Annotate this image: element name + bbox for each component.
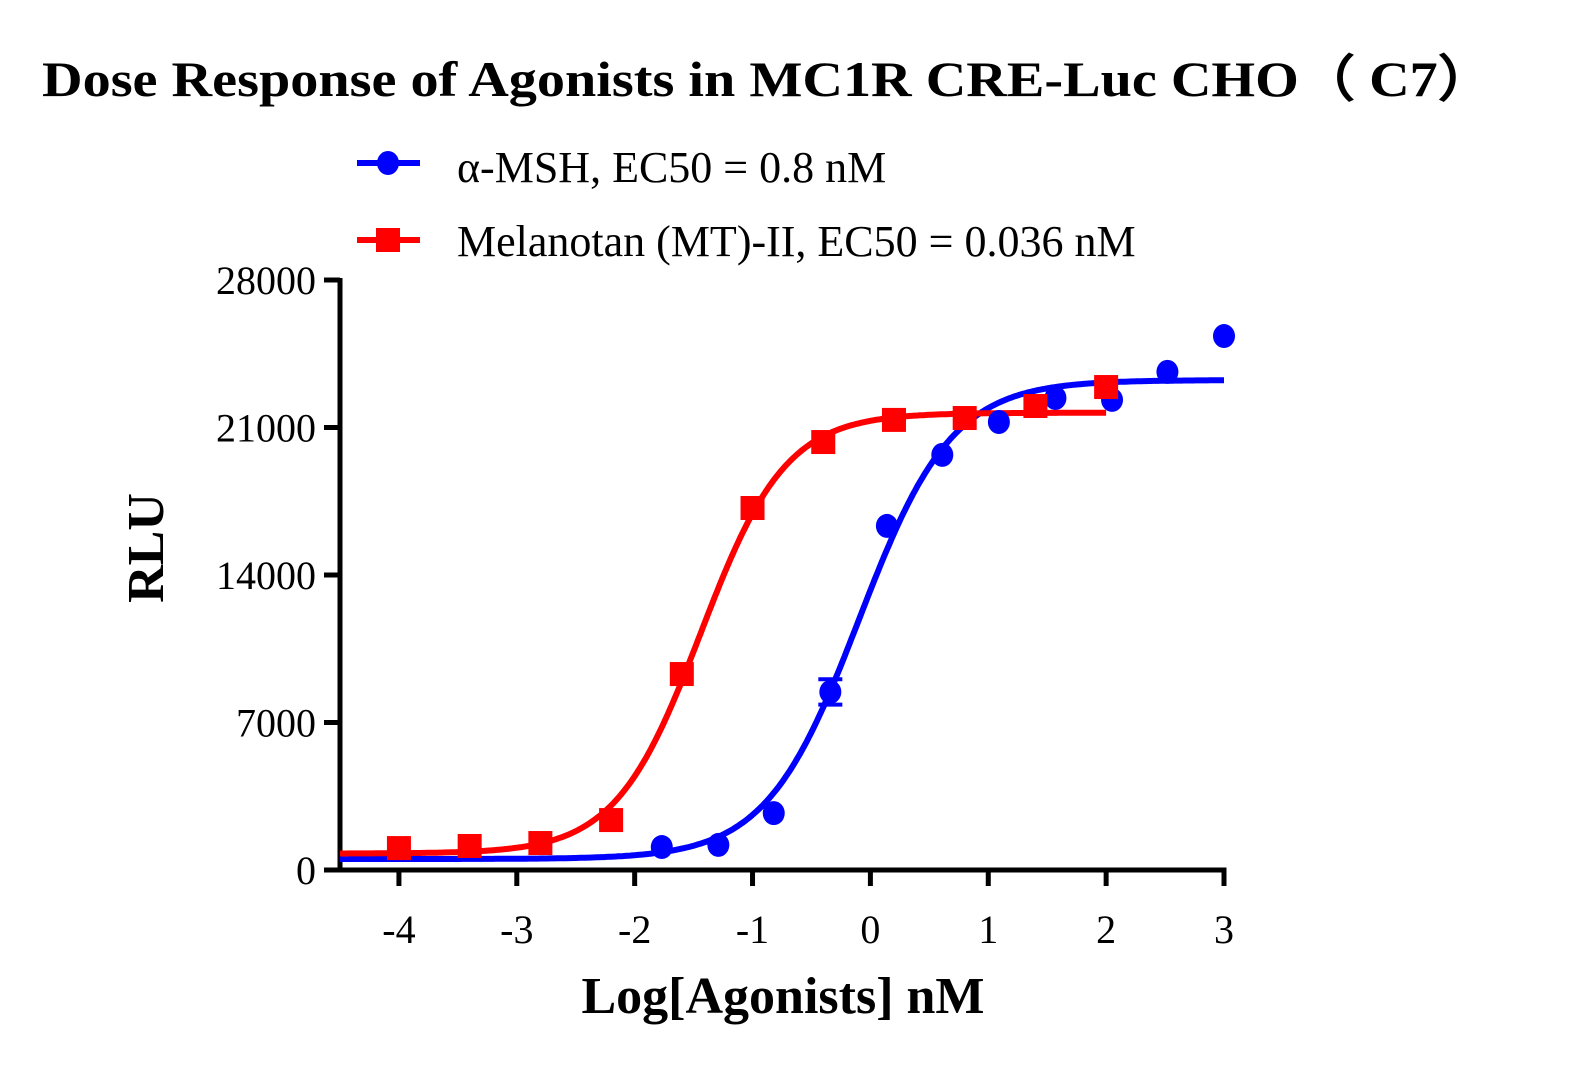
data-point-square	[811, 430, 836, 455]
data-point-circle	[650, 835, 673, 860]
legend-label-melanotan: Melanotan (MT)-II, EC50 = 0.036 nM	[457, 217, 1136, 266]
data-point-square	[1094, 375, 1119, 400]
legend-item-alpha-msh: α-MSH, EC50 = 0.8 nM	[357, 143, 886, 192]
legend: α-MSH, EC50 = 0.8 nM Melanotan (MT)-II, …	[357, 143, 1136, 266]
data-point-square	[740, 495, 765, 520]
legend-label-alpha-msh: α-MSH, EC50 = 0.8 nM	[457, 143, 886, 192]
x-tick-label: -4	[382, 907, 415, 952]
y-axis-label: RLU	[118, 493, 175, 603]
data-point-square	[386, 836, 411, 861]
data-point-square	[599, 808, 624, 833]
data-point-circle	[1213, 324, 1235, 349]
x-tick-label: 0	[860, 907, 880, 952]
chart-title: Dose Response of Agonists in MC1R CRE-Lu…	[42, 51, 1494, 107]
y-tick-label: 0	[296, 848, 316, 893]
data-point-circle	[762, 801, 785, 826]
data-point-square	[457, 833, 482, 858]
fit-curves	[340, 377, 1224, 862]
x-axis-label: Log[Agonists] nM	[581, 968, 984, 1025]
legend-circle-marker-icon	[377, 151, 399, 175]
data-point-circle	[987, 410, 1010, 435]
fit-curve-series-1	[340, 409, 1107, 857]
data-point-circle	[1156, 359, 1179, 384]
x-tick-label: 1	[978, 907, 998, 952]
legend-item-melanotan: Melanotan (MT)-II, EC50 = 0.036 nM	[357, 217, 1136, 266]
legend-square-marker-icon	[376, 228, 400, 252]
x-tick-label: -1	[736, 907, 769, 952]
data-point-square	[881, 407, 906, 432]
y-tick-label: 14000	[216, 553, 316, 598]
data-point-square	[528, 831, 553, 856]
x-tick-label: 3	[1214, 907, 1234, 952]
x-tick-label: -2	[618, 907, 651, 952]
data-point-circle	[875, 513, 898, 538]
data-point-circle	[707, 832, 730, 857]
data-point-circle	[1044, 386, 1067, 410]
data-points	[386, 324, 1235, 861]
x-tick-label: -3	[500, 907, 533, 952]
fit-curve-series-0	[340, 377, 1224, 862]
y-tick-label: 7000	[236, 701, 316, 746]
axes: 0 7000 14000 21000 28000 -4 -3 -2 -1 0 1 2 3	[216, 258, 1234, 952]
data-point-square	[1023, 394, 1048, 419]
y-tick-label: 28000	[216, 258, 316, 303]
y-tick-label: 21000	[216, 406, 316, 451]
data-point-circle	[931, 442, 954, 467]
x-tick-label: 2	[1096, 907, 1116, 952]
data-point-square	[669, 662, 694, 687]
data-point-square	[952, 406, 977, 431]
data-point-circle	[819, 679, 842, 704]
